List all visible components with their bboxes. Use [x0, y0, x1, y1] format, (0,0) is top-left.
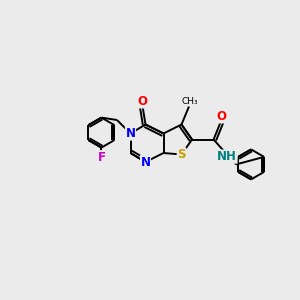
Text: NH: NH [217, 150, 237, 163]
Text: O: O [137, 95, 148, 108]
Text: F: F [98, 151, 105, 164]
Text: O: O [217, 110, 227, 123]
Text: S: S [177, 148, 186, 161]
Text: N: N [140, 155, 151, 169]
Text: N: N [125, 127, 136, 140]
Text: CH₃: CH₃ [181, 97, 198, 106]
